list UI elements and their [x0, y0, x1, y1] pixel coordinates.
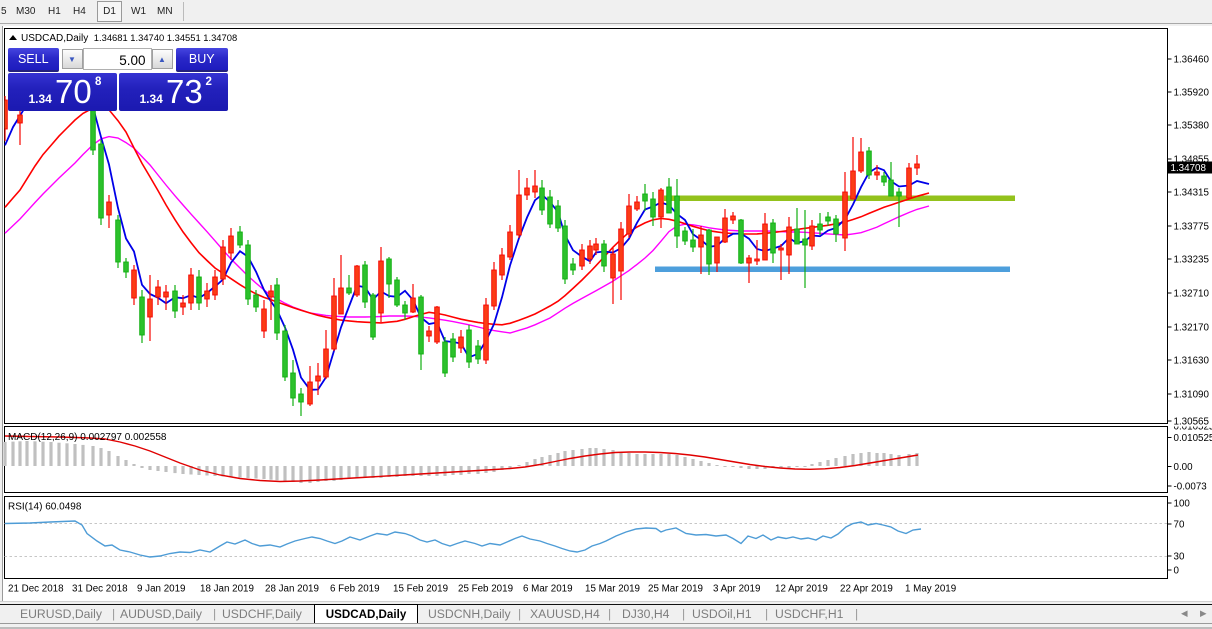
svg-text:3 Apr 2019: 3 Apr 2019 — [713, 584, 760, 595]
svg-text:-0.0073: -0.0073 — [1174, 482, 1208, 493]
svg-text:1.31630: 1.31630 — [1174, 356, 1210, 367]
svg-text:31 Dec 2018: 31 Dec 2018 — [72, 584, 128, 595]
svg-text:1.34708: 1.34708 — [1171, 163, 1207, 174]
svg-text:RSI(14) 60.0498: RSI(14) 60.0498 — [8, 502, 82, 513]
svg-text:1.36460: 1.36460 — [1174, 55, 1210, 66]
svg-text:0.010525: 0.010525 — [1174, 422, 1212, 433]
svg-text:1.32170: 1.32170 — [1174, 323, 1210, 334]
svg-text:1.31090: 1.31090 — [1174, 390, 1210, 401]
svg-text:1.34315: 1.34315 — [1174, 188, 1210, 199]
svg-text:70: 70 — [1174, 520, 1185, 531]
svg-text:21 Dec 2018: 21 Dec 2018 — [8, 584, 64, 595]
svg-text:100: 100 — [1174, 499, 1191, 510]
svg-text:0: 0 — [1174, 566, 1180, 577]
svg-text:1.33775: 1.33775 — [1174, 222, 1210, 233]
svg-text:25 Mar 2019: 25 Mar 2019 — [648, 584, 703, 595]
svg-text:15 Feb 2019: 15 Feb 2019 — [393, 584, 448, 595]
svg-text:0.010525: 0.010525 — [1174, 433, 1212, 444]
svg-text:6 Mar 2019: 6 Mar 2019 — [523, 584, 573, 595]
svg-text:15 Mar 2019: 15 Mar 2019 — [585, 584, 640, 595]
svg-text:MACD(12,26,9) 0.002797 0.00255: MACD(12,26,9) 0.002797 0.002558 — [8, 432, 167, 443]
svg-text:1.32710: 1.32710 — [1174, 289, 1210, 300]
svg-text:1 May 2019: 1 May 2019 — [905, 584, 956, 595]
svg-text:1.34855: 1.34855 — [1174, 155, 1210, 166]
svg-text:12 Apr 2019: 12 Apr 2019 — [775, 584, 828, 595]
svg-text:9 Jan 2019: 9 Jan 2019 — [137, 584, 185, 595]
svg-text:28 Jan 2019: 28 Jan 2019 — [265, 584, 319, 595]
svg-text:22 Apr 2019: 22 Apr 2019 — [840, 584, 893, 595]
svg-text:1.35920: 1.35920 — [1174, 88, 1210, 99]
svg-text:0.00: 0.00 — [1174, 462, 1194, 473]
svg-text:1.33235: 1.33235 — [1174, 255, 1210, 266]
svg-text:25 Feb 2019: 25 Feb 2019 — [458, 584, 513, 595]
svg-text:1.30565: 1.30565 — [1174, 417, 1210, 428]
svg-text:6 Feb 2019: 6 Feb 2019 — [330, 584, 380, 595]
svg-text:1.35380: 1.35380 — [1174, 121, 1210, 132]
svg-text:30: 30 — [1174, 552, 1185, 563]
svg-text:18 Jan 2019: 18 Jan 2019 — [200, 584, 254, 595]
